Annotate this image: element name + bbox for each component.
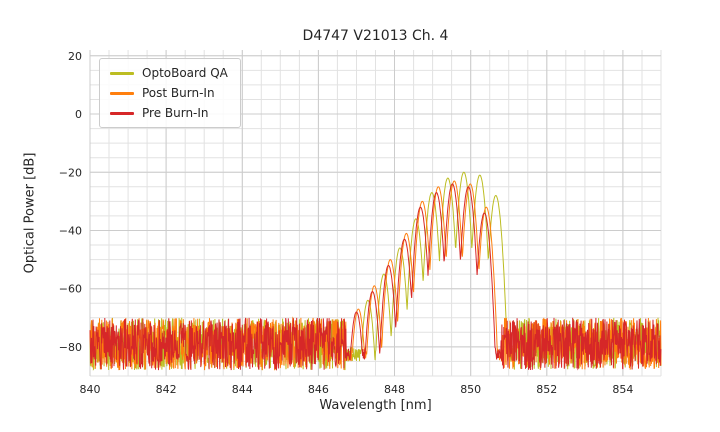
legend-label: Post Burn-In — [142, 86, 215, 100]
y-tick-label: −20 — [59, 166, 82, 179]
legend-line-swatch — [110, 111, 134, 115]
x-tick-label: 854 — [612, 383, 633, 396]
y-tick-label: 20 — [68, 50, 82, 63]
x-tick-label: 848 — [384, 383, 405, 396]
x-axis-label: Wavelength [nm] — [319, 398, 432, 413]
legend-item-post-burn-in: Post Burn-In — [110, 86, 228, 100]
legend-line-swatch — [110, 91, 134, 95]
x-tick-label: 844 — [232, 383, 253, 396]
series-line-pre-burn-in — [89, 183, 662, 371]
y-tick-label: 0 — [75, 108, 82, 121]
legend-label: OptoBoard QA — [142, 66, 228, 80]
x-tick-label: 850 — [460, 383, 481, 396]
legend: OptoBoard QA Post Burn-In Pre Burn-In — [99, 58, 241, 128]
y-tick-label: −80 — [59, 341, 82, 354]
x-tick-label: 842 — [156, 383, 177, 396]
chart-title: D4747 V21013 Ch. 4 — [302, 28, 449, 44]
x-tick-label: 840 — [80, 383, 101, 396]
x-tick-label: 852 — [536, 383, 557, 396]
x-tick-label: 846 — [308, 383, 329, 396]
legend-item-optoboard-qa: OptoBoard QA — [110, 66, 228, 80]
y-tick-label: −60 — [59, 283, 82, 296]
legend-line-swatch — [110, 71, 134, 75]
y-axis-label: Optical Power [dB] — [22, 152, 38, 274]
legend-label: Pre Burn-In — [142, 106, 209, 120]
y-tick-label: −40 — [59, 225, 82, 238]
legend-item-pre-burn-in: Pre Burn-In — [110, 106, 228, 120]
